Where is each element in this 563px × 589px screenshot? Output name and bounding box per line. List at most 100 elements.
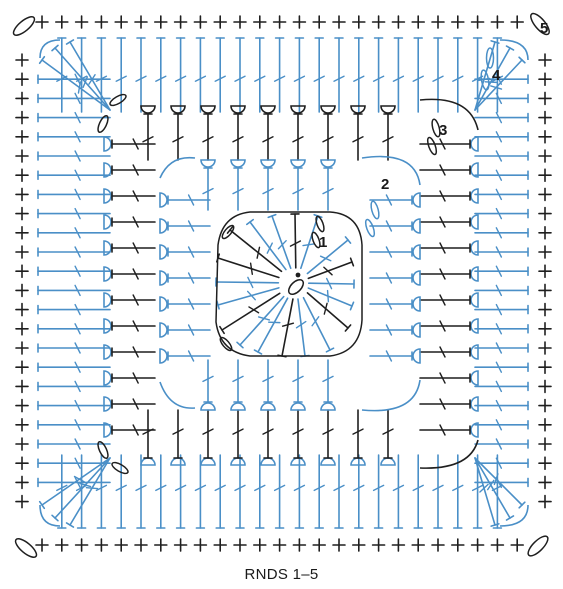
r1-dc-7 [309,283,354,284]
r2-fp-bottom-0 [201,403,215,410]
r3-fp-bottom-1 [171,458,185,465]
r2-fp-left-0 [160,193,167,207]
r3-fp-left-5 [104,267,111,281]
r3-fp-right-6 [471,293,478,307]
r2-fp-top-1 [231,160,245,167]
r2-fp-right-2 [413,245,420,259]
r1-dc-16 [218,288,279,305]
r1-dc-11 [298,299,305,356]
r2-fp-left-3 [160,271,167,285]
r1-dc-13 [258,298,288,352]
r2-corner-arc-br [362,380,420,411]
round-label-1: 1 [319,234,327,251]
r2-fp-bottom-3 [291,403,305,410]
r2-corner-arc-tl [160,158,195,178]
r2-corner-arc-tr [362,157,420,185]
r1-dc-6 [308,262,352,278]
r1-dc-5 [307,240,348,274]
r1-dc-3 [295,214,296,268]
r1-dc-17 [216,282,278,283]
r1-dc-12 [282,299,293,356]
r4-fan-tl-0 [42,60,110,110]
r3-fp-right-7 [471,319,478,333]
r3-fp-left-3 [104,215,111,229]
r3-fp-left-6 [104,293,111,307]
r1-dc-6-bar [324,267,332,275]
r3-fp-top-6 [321,106,335,113]
r3-fp-right-10 [471,397,478,411]
r4-fan-bl-2-bar [86,488,97,489]
round-label-5: 5 [540,20,548,37]
r1-dc-2-bar [278,241,286,249]
r1-dc-2 [272,216,291,268]
r3-fp-top-1 [171,106,185,113]
r3-fp-right-9 [471,371,478,385]
corner-chain-tl [11,14,37,38]
r1-chain-start-a [314,215,325,232]
round-start-dot-icon [296,273,301,278]
r3-fp-right-0 [471,137,478,151]
r3-fp-bottom-6 [321,458,335,465]
r3-chain-bl-b [110,460,129,475]
magic-ring-icon [286,277,306,297]
r3-chain-start-b [426,136,438,155]
crochet-chart-svg: 1 2 3 4 5 [0,0,563,566]
r3-fp-left-4 [104,241,111,255]
r2-fp-right-6 [413,349,420,363]
r3-corner-arc-tr [420,99,478,130]
r2-chain-start-a [370,200,381,219]
r2-fp-right-1 [413,219,420,233]
r3-fp-left-2 [104,189,111,203]
r1-dc-4-bar [303,244,314,246]
r3-fp-top-0 [141,106,155,113]
r3-fp-bottom-4 [261,458,275,465]
r2-fp-top-2 [261,160,275,167]
r3-fp-top-5 [291,106,305,113]
r3-fp-left-7 [104,319,111,333]
r4-fan-bl-0 [42,458,110,505]
r3-fp-top-8 [381,106,395,113]
r2-fp-left-1 [160,219,167,233]
r2-fp-left-4 [160,297,167,311]
r1-dc-18-bar [251,263,253,274]
r3-fp-bottom-0 [141,458,155,465]
r3-fp-top-4 [261,106,275,113]
r2-chain-start-b [364,218,376,237]
r2-fp-top-4 [321,160,335,167]
r2-fp-bottom-2 [261,403,275,410]
r3-fp-top-3 [231,106,245,113]
r3-fp-bottom-8 [381,458,395,465]
r2-fp-right-5 [413,323,420,337]
r3-fp-right-8 [471,345,478,359]
round-label-4: 4 [492,67,501,84]
r2-fp-left-6 [160,349,167,363]
r3-fp-bottom-2 [201,458,215,465]
r3-fp-bottom-5 [291,458,305,465]
round-label-3: 3 [439,122,447,139]
r3-fp-right-5 [471,267,478,281]
r3-chain-tl-a [108,92,127,107]
r1-dc-4 [301,216,318,268]
diagram-caption: RNDS 1–5 [0,566,563,583]
r3-fp-right-2 [471,189,478,203]
r3-fp-right-4 [471,241,478,255]
r4-fan-bl-2 [70,458,110,525]
r2-fp-bottom-4 [321,403,335,410]
r3-fp-left-0 [104,137,111,151]
r3-fp-left-10 [104,397,111,411]
corner-chain-br [525,533,550,558]
r1-dc-15-top [220,327,224,334]
round-label-2: 2 [381,176,389,193]
r2-fp-top-0 [201,160,215,167]
r3-fp-top-2 [201,106,215,113]
r3-fp-left-9 [104,371,111,385]
r2-corner-arc-bl [160,382,195,408]
r2-fp-right-0 [413,193,420,207]
r2-fp-top-3 [291,160,305,167]
r2-fp-left-5 [160,323,167,337]
r2-fp-left-2 [160,245,167,259]
r2-fp-right-4 [413,297,420,311]
corner-chain-bl [13,536,39,560]
r1-dc-5-bar [321,256,331,261]
